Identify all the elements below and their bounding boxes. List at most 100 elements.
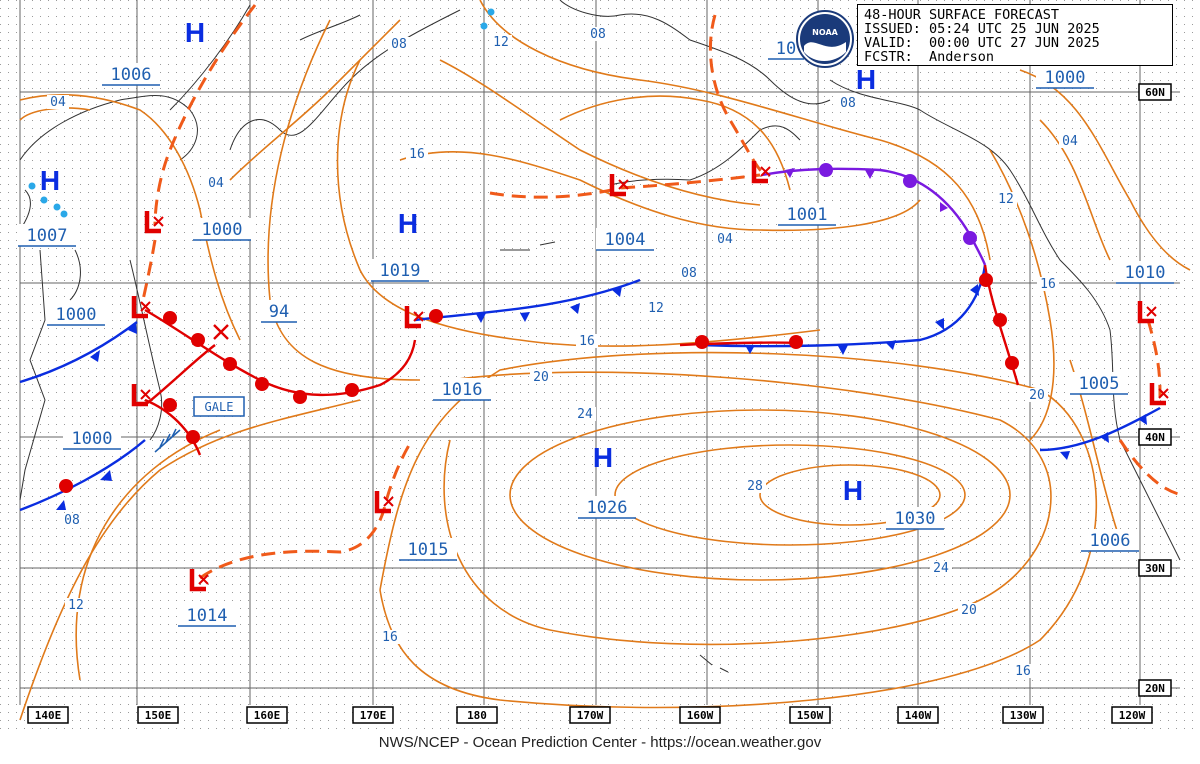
isobar-label-bg: [678, 266, 700, 280]
isobar-label: 12: [998, 192, 1014, 207]
pressure-value: 1019: [380, 261, 421, 281]
header-title: 48-HOUR SURFACE FORECAST: [864, 7, 1060, 23]
low-pressure-marker: [609, 174, 629, 197]
low-pressure-marker: [374, 491, 394, 514]
pressure-value: 1001: [787, 205, 828, 225]
pressure-value: 1006: [1090, 531, 1131, 551]
low-pressure-markers: [131, 161, 1169, 592]
header-forecaster: FCSTR: Anderson: [864, 49, 995, 65]
isobar-label: 08: [681, 266, 697, 281]
longitude-tick-box: [456, 706, 498, 724]
isobar-label: 20: [961, 603, 977, 618]
light-blue-dots: [28, 8, 495, 218]
isobar-label: 12: [493, 35, 509, 50]
high-pressure-h: H: [40, 165, 60, 196]
isobar-label: 08: [590, 27, 606, 42]
low-x-mark: [1146, 306, 1157, 317]
low-x-mark: [140, 389, 151, 400]
pressure-label-bg: [1036, 66, 1094, 88]
pressure-label-bg: [578, 496, 636, 518]
isobar-label-bg: [587, 27, 609, 41]
isobar-label: 20: [533, 370, 549, 385]
pressure-value: 1007: [27, 226, 68, 246]
isobar-label-bg: [995, 192, 1017, 206]
low-x-mark: [153, 216, 164, 227]
isobar-label: 16: [382, 630, 398, 645]
isobar-label-bg: [65, 598, 87, 612]
pressure-value: 94: [269, 302, 289, 322]
low-l-shape: [131, 296, 148, 319]
longitude-tick-box: [246, 706, 288, 724]
pressure-value: 1026: [587, 498, 628, 518]
pressure-value: 1000: [202, 220, 243, 240]
low-l-shape: [1149, 383, 1166, 406]
low-x-mark: [383, 496, 394, 507]
pressure-label-bg: [178, 604, 236, 626]
high-pressure-h: H: [843, 475, 863, 506]
pressure-label-bg: [1116, 261, 1174, 283]
latitude-tick-label: 20N: [1145, 682, 1165, 695]
low-l-shape: [131, 384, 148, 407]
latitude-tick-box: [1138, 559, 1172, 577]
isobar-label: 08: [840, 96, 856, 111]
pressure-value: 1000: [72, 429, 113, 449]
longitude-tick-box: [1002, 706, 1044, 724]
wind-barbs: [154, 428, 181, 453]
isobar-label: 24: [933, 561, 949, 576]
noaa-logo-text: NOAA: [812, 28, 838, 37]
gale-front: [144, 324, 229, 406]
pressure-label-bg: [1081, 529, 1139, 551]
pressure-value: 1000: [1045, 68, 1086, 88]
gale-warning: GALE: [193, 396, 245, 417]
troughs: [140, 4, 1183, 580]
latitude-tick-label: 30N: [1145, 562, 1165, 575]
longitude-tick-box: [352, 706, 394, 724]
isobar-label-bg: [379, 630, 401, 644]
latitude-tick-box: [1138, 83, 1172, 101]
pressure-label-bg: [261, 300, 297, 322]
occluded-front: [761, 163, 987, 266]
warm-front-bumps: [59, 273, 1019, 493]
latitude-tick-box: [1138, 679, 1172, 697]
isobar-label: 28: [747, 479, 763, 494]
high-pressure-h: H: [856, 64, 876, 95]
low-x-mark: [198, 574, 209, 585]
isobar-label-bg: [205, 176, 227, 190]
isobar-label-bg: [576, 334, 598, 348]
isobar-label: 20: [1029, 388, 1045, 403]
low-l-shape: [374, 491, 391, 514]
isobar-label: 24: [577, 407, 593, 422]
pressure-label-bg: [102, 63, 160, 85]
longitude-tick-label: 180: [467, 709, 487, 722]
pressure-label-bg: [18, 224, 76, 246]
low-pressure-marker: [189, 569, 209, 592]
pressure-value: 1016: [442, 380, 483, 400]
isobar-label: 16: [1040, 277, 1056, 292]
isobar-label-bg: [61, 513, 83, 527]
high-pressure-h: H: [185, 17, 205, 48]
longitude-tick-box: [1111, 706, 1153, 724]
pressure-label-bg: [193, 218, 251, 240]
low-pressure-marker: [1149, 383, 1169, 406]
low-l-shape: [1137, 301, 1154, 324]
noaa-logo: NOAA: [796, 10, 854, 68]
longitude-tick-label: 120W: [1119, 709, 1146, 722]
low-l-shape: [144, 211, 161, 234]
low-pressure-marker: [751, 161, 771, 184]
longitude-tick-box: [789, 706, 831, 724]
isobar-label: 04: [1062, 134, 1078, 149]
isobar-label-bg: [406, 147, 428, 161]
isobar-label-bg: [714, 232, 736, 246]
pressure-label-bg: [886, 507, 944, 529]
pressure-label-bg: [371, 259, 429, 281]
longitude-tick-label: 130W: [1010, 709, 1037, 722]
isobar-label-bg: [744, 479, 766, 493]
latitude-tick-label: 40N: [1145, 431, 1165, 444]
longitude-tick-label: 140W: [905, 709, 932, 722]
forecast-header-box: 48-HOUR SURFACE FORECAST ISSUED: 05:24 U…: [857, 4, 1173, 66]
isobar-label-bg: [1059, 134, 1081, 148]
isobar-label: 04: [50, 95, 66, 110]
longitude-tick-label: 140E: [35, 709, 62, 722]
isobar-label-bg: [1037, 277, 1059, 291]
